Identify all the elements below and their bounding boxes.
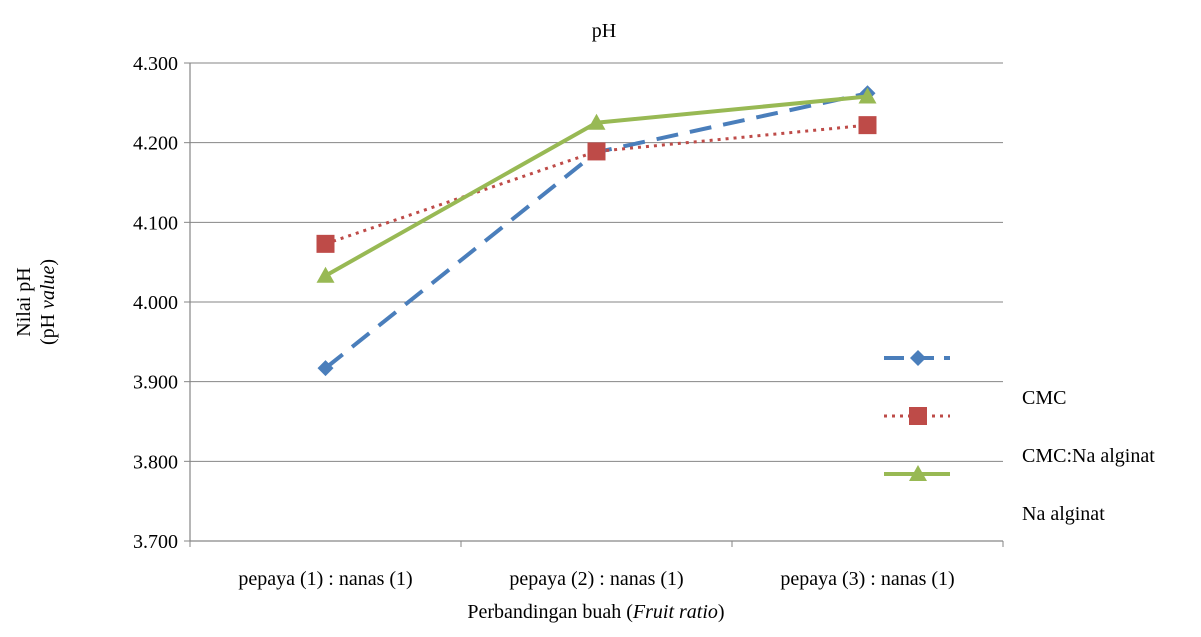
legend-item: CMC:Na alginat	[884, 407, 1155, 467]
data-point	[316, 234, 335, 253]
x-tick-labels: pepaya (1) : nanas (1) pepaya (2) : nanas…	[189, 541, 1004, 590]
data-point	[587, 113, 606, 130]
legend-marker	[909, 465, 927, 481]
series-3	[316, 87, 877, 283]
data-point	[316, 266, 335, 283]
legend-item: CMC	[884, 350, 1066, 409]
axes	[189, 63, 1003, 542]
y-tick-label: 4.300	[133, 53, 178, 75]
data-point	[858, 87, 877, 104]
x-tick-label: pepaya (2) : nanas (1)	[509, 568, 683, 590]
y-tick-label: 4.100	[133, 212, 178, 234]
series-2	[316, 116, 877, 253]
legend: CMC CMC:Na alginat Na alginat	[884, 350, 1155, 525]
y-tick-label: 4.000	[133, 292, 178, 314]
y-tick-label: 3.700	[133, 531, 178, 553]
data-point	[317, 360, 334, 377]
legend-marker	[910, 350, 926, 366]
chart-title: pH	[592, 20, 616, 42]
grid	[184, 62, 1003, 542]
series-group	[316, 85, 877, 377]
legend-label: CMC:Na alginat	[1022, 445, 1155, 467]
legend-label: CMC	[1022, 387, 1066, 409]
legend-marker	[909, 407, 927, 425]
y-tick-label: 4.200	[133, 133, 178, 155]
x-axis-label: Perbandingan buah (Fruit ratio)	[467, 601, 724, 623]
x-tick-label: pepaya (1) : nanas (1)	[238, 568, 412, 590]
x-axis-label-prefix: Perbandingan buah (	[467, 601, 633, 623]
x-axis-label-suffix: )	[718, 601, 725, 623]
y-axis-label-line1: Nilai pH	[13, 267, 35, 336]
x-axis-label-italic: Fruit ratio	[632, 601, 718, 623]
y-axis-label-suffix: )	[37, 259, 59, 266]
y-axis-label-prefix: (pH	[37, 309, 59, 345]
legend-item: Na alginat	[884, 465, 1105, 525]
data-point	[858, 116, 877, 135]
y-tick-label: 3.800	[133, 451, 178, 473]
legend-label: Na alginat	[1022, 503, 1105, 525]
y-axis-label-italic: value	[37, 266, 59, 309]
data-point	[587, 142, 606, 161]
y-tick-label: 3.900	[133, 372, 178, 394]
y-axis-label-line2: (pH value)	[37, 259, 59, 345]
x-tick-label: pepaya (3) : nanas (1)	[780, 568, 954, 590]
y-tick-labels: 3.700 3.800 3.900 4.000 4.100 4.200 4.300	[133, 53, 178, 553]
